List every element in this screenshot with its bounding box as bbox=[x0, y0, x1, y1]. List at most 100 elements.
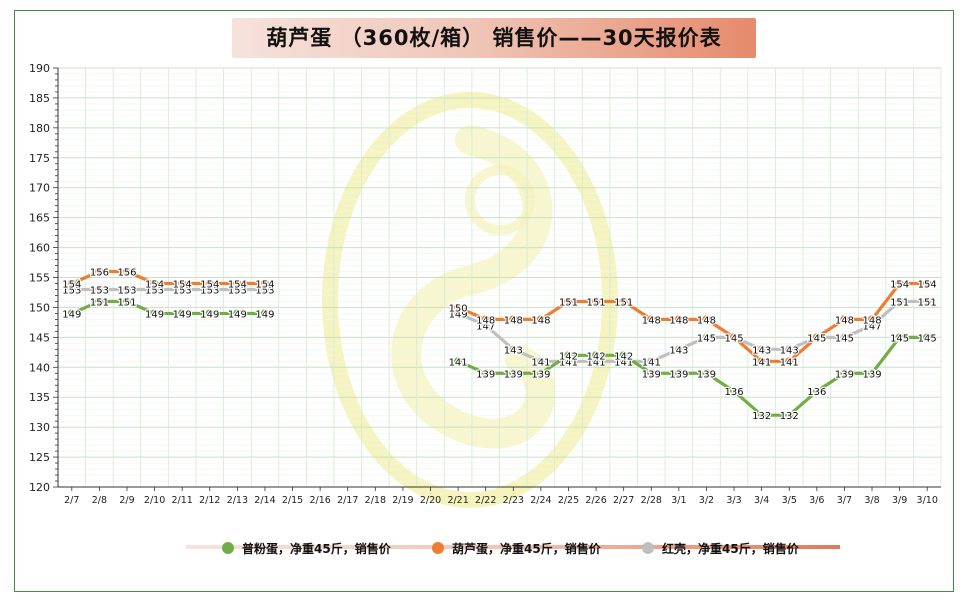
data-label: 142 bbox=[587, 351, 606, 362]
x-tick-label: 3/4 bbox=[754, 495, 769, 506]
y-tick-label: 145 bbox=[29, 331, 50, 344]
y-tick-label: 170 bbox=[29, 182, 50, 195]
data-label: 149 bbox=[62, 309, 81, 320]
data-point bbox=[508, 314, 519, 325]
data-label: 154 bbox=[255, 279, 274, 290]
y-tick-label: 190 bbox=[29, 62, 50, 75]
data-point bbox=[480, 314, 491, 325]
y-tick-label: 120 bbox=[29, 481, 50, 494]
data-point bbox=[453, 356, 464, 367]
data-label: 156 bbox=[90, 268, 109, 279]
data-point bbox=[535, 314, 546, 325]
data-label: 154 bbox=[918, 279, 937, 290]
watermark-inner-circle bbox=[465, 165, 535, 235]
data-point bbox=[177, 278, 188, 289]
x-tick-label: 2/28 bbox=[641, 495, 662, 506]
data-label: 139 bbox=[642, 369, 661, 380]
data-label: 153 bbox=[145, 285, 164, 296]
data-label: 154 bbox=[145, 279, 164, 290]
x-tick-label: 2/17 bbox=[337, 495, 358, 506]
data-point bbox=[729, 332, 739, 343]
data-label: 149 bbox=[173, 309, 192, 320]
data-label: 141 bbox=[449, 357, 468, 368]
data-point bbox=[122, 266, 132, 277]
x-tick-label: 3/2 bbox=[699, 495, 714, 506]
legend-item: 葫芦蛋，净重45斤，销售价 bbox=[432, 538, 601, 558]
data-label: 153 bbox=[173, 285, 192, 296]
data-label: 151 bbox=[559, 297, 578, 308]
x-tick-label: 3/9 bbox=[892, 495, 907, 506]
data-point bbox=[756, 344, 767, 355]
legend-marker-icon bbox=[222, 542, 234, 554]
data-label: 139 bbox=[697, 369, 716, 380]
data-label: 149 bbox=[449, 309, 468, 320]
data-point bbox=[66, 278, 77, 289]
data-point bbox=[204, 278, 215, 289]
data-point bbox=[453, 302, 464, 313]
x-tick-label: 2/13 bbox=[227, 495, 248, 506]
y-tick-label: 165 bbox=[29, 212, 50, 225]
data-label: 136 bbox=[807, 387, 826, 398]
data-point bbox=[701, 314, 712, 325]
legend-marker-icon bbox=[642, 542, 654, 554]
x-tick-label: 2/19 bbox=[392, 495, 413, 506]
legend-marker-icon bbox=[432, 542, 444, 554]
data-point bbox=[149, 308, 160, 319]
legend-item: 普粉蛋，净重45斤，销售价 bbox=[222, 538, 391, 558]
data-label: 145 bbox=[807, 333, 826, 344]
data-point bbox=[508, 368, 519, 379]
data-point bbox=[260, 278, 270, 289]
data-point bbox=[673, 344, 684, 355]
axes: 120 125 130 135 140 145 150 155 160 165 170 175 180 1… bbox=[29, 62, 941, 506]
data-point bbox=[591, 350, 601, 361]
data-label: 143 bbox=[504, 345, 523, 356]
data-label: 154 bbox=[62, 279, 81, 290]
data-label: 139 bbox=[835, 369, 854, 380]
data-point bbox=[894, 332, 905, 343]
data-label: 153 bbox=[117, 285, 136, 296]
data-point bbox=[563, 296, 574, 307]
y-tick-label: 160 bbox=[29, 242, 50, 255]
data-point bbox=[894, 278, 905, 289]
data-label: 149 bbox=[255, 309, 274, 320]
data-label: 141 bbox=[642, 357, 661, 368]
data-label: 151 bbox=[117, 297, 136, 308]
grid-lines bbox=[57, 67, 942, 488]
data-label: 151 bbox=[614, 297, 633, 308]
data-label: 145 bbox=[725, 333, 744, 344]
data-label: 142 bbox=[559, 351, 578, 362]
data-point bbox=[756, 410, 767, 421]
data-point bbox=[673, 314, 684, 325]
data-label: 151 bbox=[890, 297, 909, 308]
data-label: 149 bbox=[145, 309, 164, 320]
data-point bbox=[839, 332, 850, 343]
data-point bbox=[894, 296, 905, 307]
data-point bbox=[646, 356, 657, 367]
data-point bbox=[867, 368, 877, 379]
x-tick-label: 2/18 bbox=[365, 495, 386, 506]
data-point bbox=[646, 314, 657, 325]
data-point bbox=[177, 308, 188, 319]
data-label: 145 bbox=[918, 333, 937, 344]
data-point bbox=[94, 284, 105, 295]
data-point bbox=[729, 386, 739, 397]
x-tick-label: 2/21 bbox=[447, 495, 468, 506]
data-label: 143 bbox=[780, 345, 799, 356]
data-label: 141 bbox=[752, 357, 771, 368]
data-point bbox=[673, 368, 684, 379]
x-tick-label: 3/7 bbox=[837, 495, 852, 506]
data-label: 145 bbox=[697, 333, 716, 344]
data-point bbox=[563, 350, 574, 361]
data-point bbox=[591, 296, 601, 307]
x-tick-label: 2/15 bbox=[282, 495, 303, 506]
y-tick-label: 125 bbox=[29, 451, 50, 464]
data-label: 142 bbox=[614, 351, 633, 362]
data-point bbox=[839, 368, 850, 379]
data-label: 148 bbox=[697, 315, 716, 326]
data-label: 149 bbox=[200, 309, 219, 320]
data-point bbox=[94, 266, 105, 277]
data-label: 151 bbox=[90, 297, 109, 308]
data-label: 139 bbox=[531, 369, 550, 380]
data-label: 148 bbox=[504, 315, 523, 326]
data-label: 148 bbox=[669, 315, 688, 326]
